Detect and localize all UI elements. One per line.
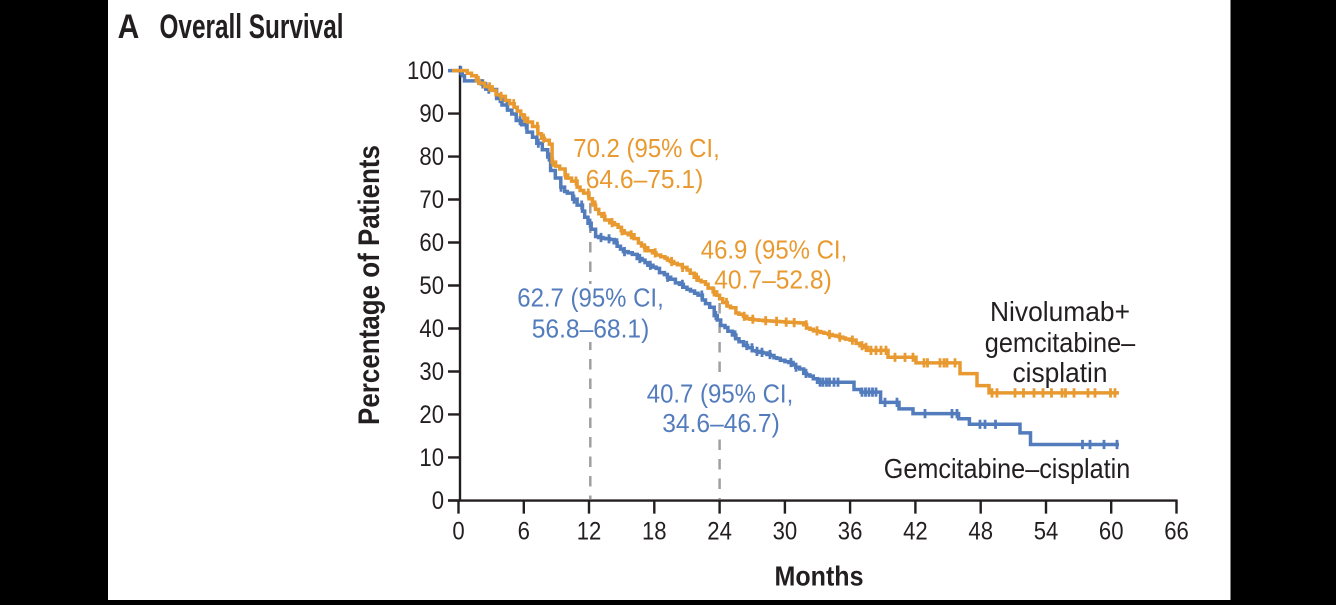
svg-text:66: 66 <box>1164 518 1189 546</box>
svg-text:Gemcitabine–cisplatin: Gemcitabine–cisplatin <box>884 453 1131 484</box>
svg-text:6: 6 <box>518 518 530 546</box>
svg-text:10: 10 <box>419 444 444 472</box>
svg-text:60: 60 <box>419 229 444 257</box>
svg-text:50: 50 <box>419 272 444 300</box>
svg-text:Percentage of Patients: Percentage of Patients <box>353 145 386 425</box>
svg-text:18: 18 <box>642 518 667 546</box>
svg-text:90: 90 <box>419 100 444 128</box>
svg-text:70: 70 <box>419 186 444 214</box>
svg-text:Overall Survival: Overall Survival <box>160 8 344 46</box>
svg-text:30: 30 <box>773 518 798 546</box>
svg-text:64.6–75.1): 64.6–75.1) <box>586 164 704 194</box>
svg-text:A: A <box>118 8 140 46</box>
svg-text:Months: Months <box>775 561 864 592</box>
svg-text:40.7–52.8): 40.7–52.8) <box>714 265 832 295</box>
svg-text:Nivolumab+: Nivolumab+ <box>990 296 1130 327</box>
svg-text:24: 24 <box>707 518 732 546</box>
svg-text:60: 60 <box>1099 518 1124 546</box>
svg-text:0: 0 <box>432 487 444 515</box>
svg-text:100: 100 <box>407 57 444 85</box>
svg-text:12: 12 <box>577 518 602 546</box>
svg-text:40.7 (95% CI,: 40.7 (95% CI, <box>647 379 794 409</box>
svg-text:42: 42 <box>903 518 928 546</box>
svg-text:36: 36 <box>838 518 863 546</box>
svg-text:46.9 (95% CI,: 46.9 (95% CI, <box>701 235 848 265</box>
svg-text:54: 54 <box>1034 518 1059 546</box>
svg-text:70.2 (95% CI,: 70.2 (95% CI, <box>573 133 720 163</box>
svg-text:0: 0 <box>452 518 464 546</box>
svg-text:40: 40 <box>419 315 444 343</box>
svg-text:48: 48 <box>968 518 993 546</box>
svg-text:gemcitabine–: gemcitabine– <box>985 327 1136 358</box>
svg-text:80: 80 <box>419 143 444 171</box>
svg-text:62.7 (95% CI,: 62.7 (95% CI, <box>517 283 664 313</box>
svg-text:56.8–68.1): 56.8–68.1) <box>532 314 650 344</box>
svg-text:20: 20 <box>419 401 444 429</box>
svg-text:30: 30 <box>419 358 444 386</box>
svg-text:cisplatin: cisplatin <box>1013 357 1108 388</box>
svg-text:34.6–46.7): 34.6–46.7) <box>662 408 780 438</box>
